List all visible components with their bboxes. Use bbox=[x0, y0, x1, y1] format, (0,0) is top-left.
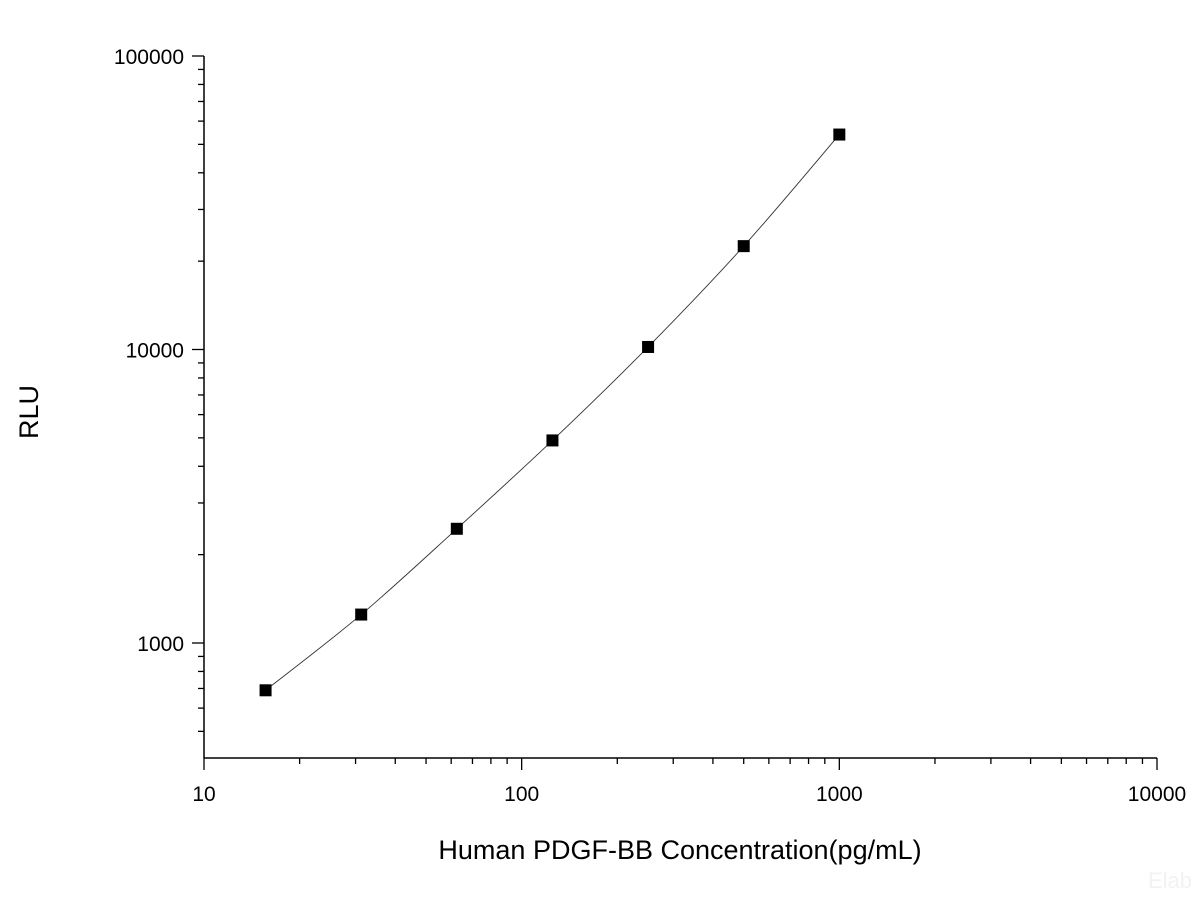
y-tick-label: 100000 bbox=[114, 46, 184, 69]
y-axis-tick-labels: 1000 10000 100000 bbox=[114, 46, 184, 656]
watermark-text: Elab bbox=[1148, 868, 1192, 893]
x-tick-label: 10000 bbox=[1128, 783, 1186, 806]
x-tick-label: 1000 bbox=[816, 783, 863, 806]
data-point-marker bbox=[355, 608, 368, 621]
x-tick-label: 10 bbox=[192, 783, 215, 806]
data-point-marker bbox=[259, 684, 272, 697]
x-axis-tick-labels: 10 100 1000 10000 bbox=[192, 783, 1186, 806]
x-axis-title: Human PDGF-BB Concentration(pg/mL) bbox=[438, 835, 921, 865]
fit-curve-line bbox=[265, 134, 840, 691]
y-tick-label: 1000 bbox=[137, 633, 184, 656]
x-axis-ticks bbox=[203, 758, 1158, 770]
data-point-marker bbox=[450, 522, 463, 535]
axes-frame bbox=[203, 56, 1157, 759]
y-tick-label: 10000 bbox=[126, 340, 184, 363]
y-axis-ticks bbox=[192, 55, 204, 733]
series-layer bbox=[259, 128, 846, 697]
data-point-marker bbox=[642, 340, 655, 353]
data-point-marker bbox=[833, 128, 846, 141]
x-tick-label: 100 bbox=[504, 783, 539, 806]
data-point-marker bbox=[737, 240, 750, 253]
y-axis-title: RLU bbox=[14, 385, 44, 439]
data-point-marker bbox=[546, 434, 559, 447]
